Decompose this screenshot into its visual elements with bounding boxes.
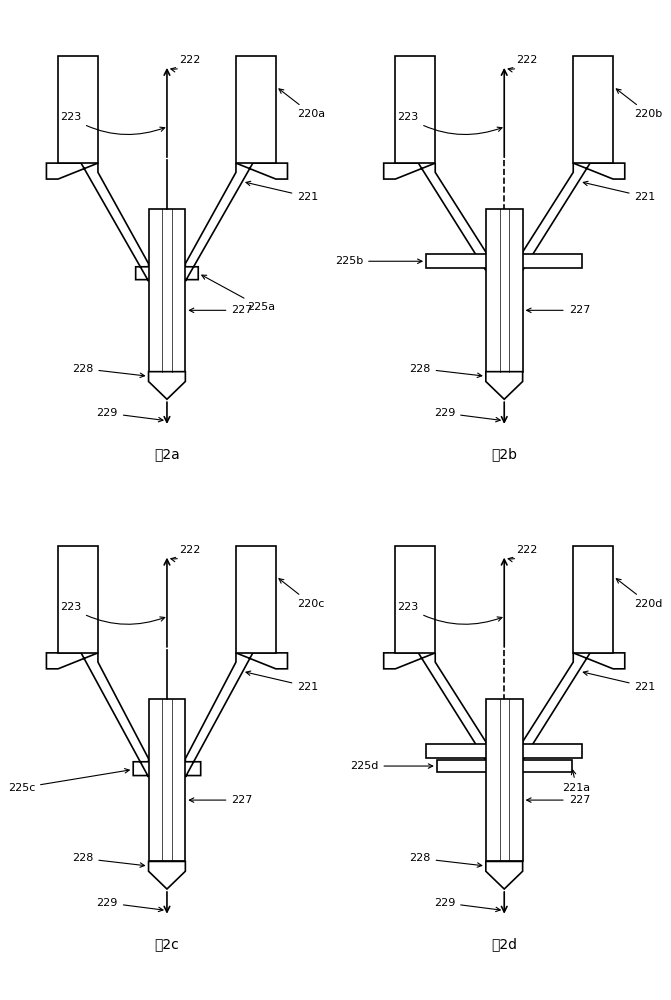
Polygon shape (185, 163, 287, 281)
Bar (236, 546, 276, 653)
Bar (148, 699, 185, 861)
Text: 225c: 225c (7, 769, 130, 793)
Text: 图2b: 图2b (491, 447, 517, 461)
Text: 222: 222 (171, 545, 201, 562)
Polygon shape (185, 653, 287, 777)
Text: 228: 228 (72, 853, 144, 867)
Bar (573, 546, 613, 653)
Text: 222: 222 (508, 545, 538, 562)
Bar (148, 209, 185, 372)
Bar (426, 744, 582, 758)
Bar (58, 56, 98, 163)
Text: 223: 223 (397, 112, 502, 135)
Text: 229: 229 (433, 408, 501, 422)
Polygon shape (384, 163, 486, 270)
Text: 220c: 220c (279, 579, 325, 609)
Polygon shape (46, 163, 148, 281)
Text: 223: 223 (397, 602, 502, 624)
Bar (486, 209, 523, 372)
Text: 227: 227 (189, 305, 253, 315)
Text: 220d: 220d (616, 579, 663, 609)
Bar (437, 760, 572, 772)
Bar (573, 56, 613, 163)
Text: 图2c: 图2c (154, 937, 179, 951)
Bar (395, 546, 435, 653)
Bar (148, 209, 185, 372)
Polygon shape (148, 372, 185, 399)
Bar (573, 546, 613, 653)
Text: 223: 223 (60, 112, 164, 135)
Text: 221: 221 (583, 181, 656, 202)
Bar (236, 546, 276, 653)
Polygon shape (486, 372, 523, 399)
Text: 229: 229 (433, 898, 501, 912)
Text: 221a: 221a (562, 770, 590, 793)
Bar (236, 56, 276, 163)
Polygon shape (46, 653, 148, 777)
Polygon shape (486, 861, 523, 889)
Bar (426, 254, 582, 268)
Text: 228: 228 (409, 364, 482, 377)
Bar (486, 699, 523, 861)
Polygon shape (384, 653, 486, 760)
Text: 222: 222 (508, 55, 538, 72)
Bar (395, 56, 435, 163)
Text: 221: 221 (246, 181, 319, 202)
Text: 图2a: 图2a (154, 447, 180, 461)
Bar (486, 209, 523, 372)
Bar (148, 699, 185, 861)
Bar (573, 56, 613, 163)
Bar (58, 546, 98, 653)
Bar (426, 254, 582, 268)
Bar (395, 546, 435, 653)
Text: 图2d: 图2d (491, 937, 517, 951)
Bar (437, 760, 572, 772)
Bar (486, 699, 523, 861)
Text: 222: 222 (171, 55, 201, 72)
Text: 225a: 225a (202, 275, 275, 312)
Text: 221: 221 (583, 671, 656, 692)
Polygon shape (523, 653, 625, 760)
Text: 220a: 220a (279, 89, 325, 119)
Bar (236, 56, 276, 163)
Text: 220b: 220b (616, 89, 663, 119)
Text: 229: 229 (97, 898, 163, 912)
Text: 225d: 225d (350, 761, 433, 771)
Bar (395, 56, 435, 163)
Text: 227: 227 (189, 795, 253, 805)
Polygon shape (148, 861, 185, 889)
Bar (58, 56, 98, 163)
Text: 228: 228 (72, 364, 144, 377)
Text: 221: 221 (246, 671, 319, 692)
Text: 228: 228 (409, 853, 482, 867)
Text: 223: 223 (60, 602, 164, 624)
Text: 225b: 225b (335, 256, 422, 266)
Text: 227: 227 (527, 305, 590, 315)
Bar (58, 546, 98, 653)
Text: 227: 227 (527, 795, 590, 805)
Polygon shape (523, 163, 625, 270)
Bar (426, 744, 582, 758)
Text: 229: 229 (97, 408, 163, 422)
